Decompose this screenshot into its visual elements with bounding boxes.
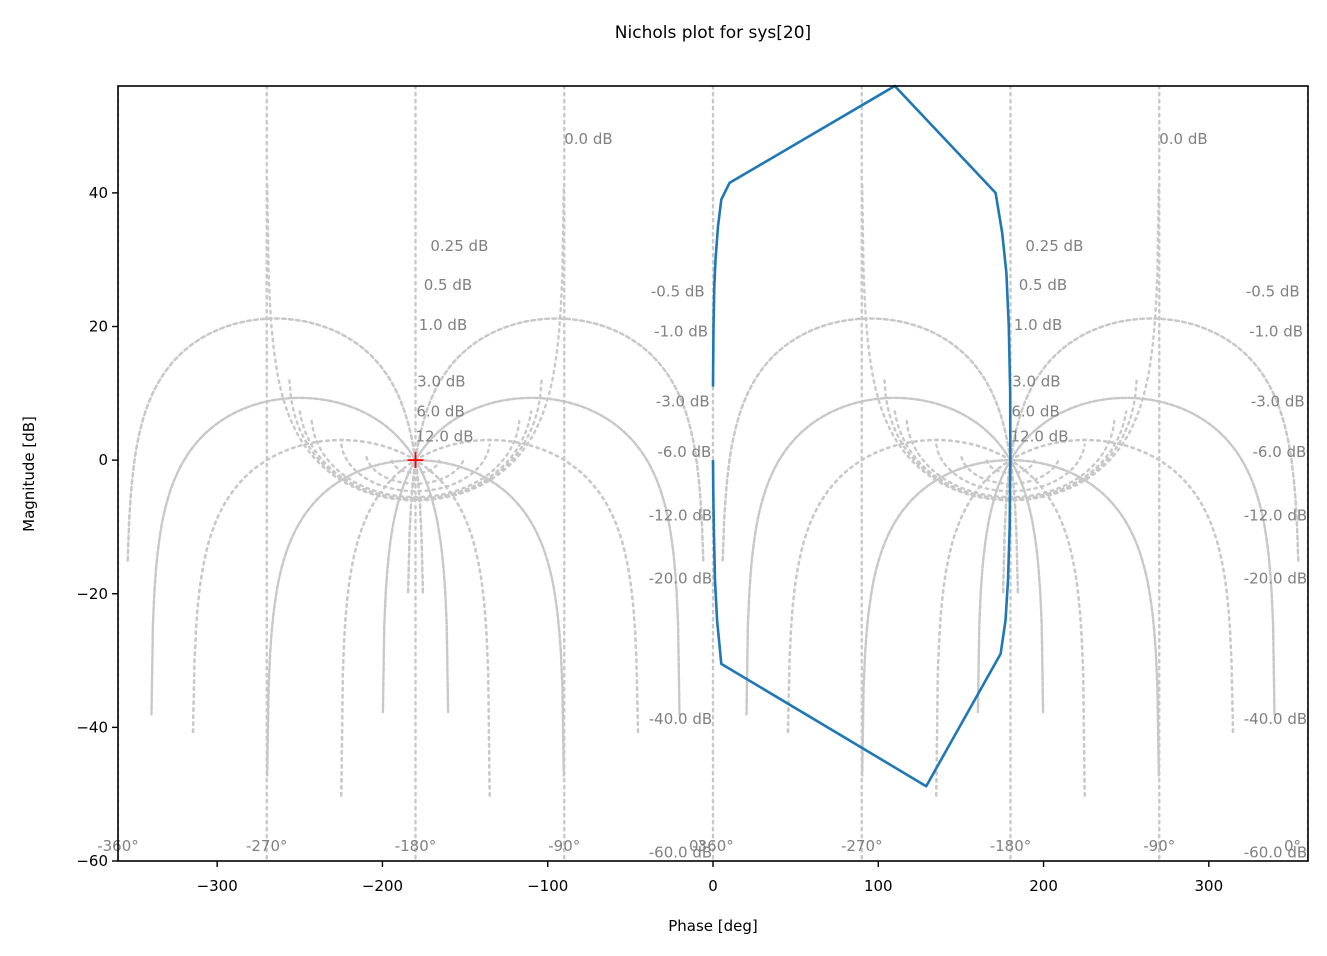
n-curve (745, 396, 1045, 716)
m-circle-label: 3.0 dB (417, 373, 465, 391)
n-curve (126, 317, 425, 594)
y-axis-label: Magnitude [dB] (20, 416, 38, 532)
y-tick-label: 0 (98, 451, 108, 469)
m-circle-label: 0.25 dB (1025, 237, 1083, 255)
n-curve (721, 317, 1020, 594)
x-tick-label: 200 (1029, 877, 1058, 895)
x-tick-label: −200 (362, 877, 403, 895)
m-circle (893, 410, 1128, 500)
n-curve (340, 438, 640, 797)
m-circle-label: 1.0 dB (419, 316, 467, 334)
m-circle-label: -40.0 dB (1244, 710, 1307, 728)
m-circle-label: 6.0 dB (1011, 403, 1059, 421)
n-curve (191, 438, 491, 797)
m-circle-label: -12.0 dB (649, 506, 712, 524)
m-circle-label: -6.0 dB (657, 443, 711, 461)
y-tick-label: −60 (76, 852, 108, 870)
m-circle-label: -20.0 dB (649, 570, 712, 588)
n-curve (1001, 317, 1300, 594)
m-circle-label: -12.0 dB (1244, 506, 1307, 524)
n-curve (976, 396, 1276, 716)
y-tick-label: −40 (76, 718, 108, 736)
n-curve-label: -180° (395, 837, 437, 855)
n-curve-label: -90° (548, 837, 580, 855)
y-tick-label: 20 (89, 318, 108, 336)
chart-title: Nichols plot for sys[20] (615, 23, 811, 43)
y-axis-ticks: −60 −40 −20 0 20 40 (76, 184, 118, 870)
m-circle-label: -1.0 dB (654, 323, 708, 341)
series-layer (711, 84, 1012, 788)
m-circle-label: 0.5 dB (424, 276, 472, 294)
x-tick-label: −100 (527, 877, 568, 895)
x-axis-ticks: −300 −200 −100 0 100 200 300 (197, 861, 1224, 895)
grid-labels: 0.0 dB 0.25 dB 0.5 dB 1.0 dB 3.0 dB 6.0 dB 12.… (97, 130, 1307, 862)
marker-layer (407, 452, 424, 469)
m-circle-label: 12.0 dB (1011, 427, 1069, 445)
m-circle-label: 0.5 dB (1019, 276, 1067, 294)
n-curve (406, 317, 705, 594)
x-tick-label: −300 (197, 877, 238, 895)
x-tick-label: 100 (864, 877, 893, 895)
n-curve-label: 0° (689, 837, 706, 855)
n-curve-label: -90° (1143, 837, 1175, 855)
x-tick-label: 0 (708, 877, 718, 895)
n-curve (381, 396, 681, 716)
m-circle-label: 0.0 dB (1159, 130, 1207, 148)
m-circle-label: -40.0 dB (649, 710, 712, 728)
n-curve-label: 0° (1284, 837, 1301, 855)
n-curve-label: -270° (841, 837, 883, 855)
m-circle (298, 410, 533, 500)
m-circle-label: -3.0 dB (656, 393, 710, 411)
m-circle-label: 12.0 dB (416, 427, 474, 445)
m-circle (340, 443, 491, 493)
m-circle-label: -60.0 dB (1244, 844, 1307, 862)
y-tick-label: 40 (89, 184, 108, 202)
x-tick-label: 300 (1195, 877, 1224, 895)
series-line-0 (711, 84, 1012, 788)
m-circle-label: 1.0 dB (1014, 316, 1062, 334)
m-circle-label: -1.0 dB (1249, 323, 1303, 341)
n-curve-label: -180° (990, 837, 1032, 855)
m-circle-label: 0.0 dB (564, 130, 612, 148)
n-curve (935, 438, 1235, 797)
m-circle (365, 456, 466, 485)
n-curve (150, 396, 450, 716)
m-circle-label: 3.0 dB (1012, 373, 1060, 391)
m-circle (310, 419, 521, 499)
y-tick-label: −20 (76, 585, 108, 603)
m-circle (935, 443, 1086, 493)
n-curve-label: -360° (692, 837, 734, 855)
m-circle-label: -60.0 dB (649, 844, 712, 862)
n-curve-label: -270° (246, 837, 288, 855)
m-circle-label: -20.0 dB (1244, 570, 1307, 588)
m-circle-label: -6.0 dB (1252, 443, 1306, 461)
critical-point-marker (407, 452, 424, 469)
m-circle-label: -3.0 dB (1251, 393, 1305, 411)
m-circle-label: -0.5 dB (1246, 282, 1300, 300)
x-axis-label: Phase [deg] (668, 917, 758, 935)
m-circle-label: 0.25 dB (430, 237, 488, 255)
n-curve (786, 438, 1086, 797)
m-circle-label: -0.5 dB (651, 282, 705, 300)
m-circle-label: 6.0 dB (416, 403, 464, 421)
